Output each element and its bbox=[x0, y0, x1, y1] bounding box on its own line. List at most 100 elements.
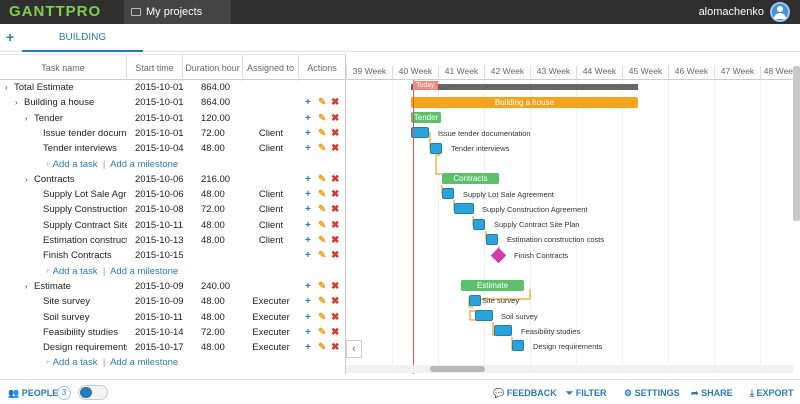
delete-icon[interactable]: ✖ bbox=[331, 204, 340, 216]
task-start[interactable]: 2015-10-06 bbox=[135, 173, 184, 185]
feedback-button[interactable]: 💬 FEEDBACK bbox=[493, 388, 557, 399]
delete-icon[interactable]: ✖ bbox=[331, 127, 340, 139]
total-estimate-bar[interactable] bbox=[411, 84, 638, 90]
add-icon[interactable]: + bbox=[305, 280, 311, 292]
task-name[interactable]: Supply Contract Site Plan bbox=[43, 219, 127, 231]
tender-bar[interactable]: Tender bbox=[411, 112, 441, 123]
task-bar[interactable] bbox=[475, 310, 493, 321]
task-start[interactable]: 2015-10-09 bbox=[135, 280, 184, 292]
task-name[interactable]: Finish Contracts bbox=[43, 250, 112, 262]
delete-icon[interactable]: ✖ bbox=[331, 189, 340, 201]
delete-icon[interactable]: ✖ bbox=[331, 342, 340, 354]
edit-icon[interactable]: ✎ bbox=[318, 173, 327, 185]
edit-icon[interactable]: ✎ bbox=[318, 326, 327, 338]
add-icon[interactable]: + bbox=[305, 235, 311, 246]
table-row[interactable]: Estimation construction costs 2015-10-13… bbox=[0, 233, 345, 248]
delete-icon[interactable]: ✖ bbox=[331, 311, 340, 323]
task-name[interactable]: Supply Construction Agreement bbox=[43, 204, 127, 216]
table-row[interactable]: Supply Construction Agreement 2015-10-08… bbox=[0, 202, 345, 217]
delete-icon[interactable]: ✖ bbox=[331, 219, 340, 231]
edit-icon[interactable]: ✎ bbox=[318, 342, 327, 354]
add-icon[interactable]: + bbox=[305, 326, 311, 338]
table-row[interactable]: › Building a house 2015-10-01 864.00 + ✎… bbox=[0, 95, 345, 110]
task-start[interactable]: 2015-10-01 bbox=[135, 97, 184, 109]
people-toggle[interactable] bbox=[78, 385, 108, 400]
task-start[interactable]: 2015-10-14 bbox=[135, 326, 184, 338]
task-duration[interactable]: 72.00 bbox=[201, 204, 225, 216]
task-bar[interactable] bbox=[512, 340, 524, 351]
add-icon[interactable]: + bbox=[305, 342, 311, 354]
table-row[interactable]: Site survey 2015-10-09 48.00 Executer + … bbox=[0, 294, 345, 309]
chevron-right-icon[interactable]: › bbox=[25, 281, 28, 291]
task-duration[interactable]: 240.00 bbox=[201, 280, 231, 292]
delete-icon[interactable]: ✖ bbox=[331, 143, 340, 155]
people-button[interactable]: 👥 PEOPLE bbox=[8, 388, 58, 399]
edit-icon[interactable]: ✎ bbox=[318, 127, 327, 139]
add-project-button[interactable]: + bbox=[6, 29, 15, 45]
add-task-link[interactable]: Add a task bbox=[52, 158, 98, 170]
task-start[interactable]: 2015-10-04 bbox=[135, 143, 184, 155]
add-icon[interactable]: + bbox=[305, 250, 311, 262]
tab-building[interactable]: BUILDING bbox=[22, 24, 143, 52]
table-row[interactable]: Soil survey 2015-10-11 48.00 Executer + … bbox=[0, 310, 345, 325]
task-start[interactable]: 2015-10-15 bbox=[135, 250, 184, 262]
share-button[interactable]: ➦ SHARE bbox=[691, 388, 733, 399]
chevron-right-icon[interactable]: › bbox=[5, 83, 8, 92]
task-name[interactable]: Estimate bbox=[34, 280, 71, 292]
task-duration[interactable]: 48.00 bbox=[201, 189, 225, 201]
user-name[interactable]: alomachenko bbox=[698, 6, 764, 18]
vertical-scrollbar[interactable] bbox=[793, 66, 800, 221]
chevron-right-icon[interactable]: › bbox=[15, 98, 18, 108]
task-name[interactable]: Tender bbox=[34, 112, 64, 124]
task-assigned[interactable]: Executer bbox=[252, 296, 290, 308]
add-icon[interactable]: + bbox=[305, 127, 311, 139]
task-assigned[interactable]: Executer bbox=[252, 342, 290, 354]
avatar[interactable] bbox=[770, 2, 790, 22]
task-name[interactable]: Supply Lot Sale Agreement bbox=[43, 189, 127, 201]
scroll-thumb[interactable] bbox=[430, 366, 485, 372]
delete-icon[interactable]: ✖ bbox=[331, 296, 340, 308]
horizontal-scrollbar[interactable] bbox=[346, 365, 793, 373]
add-task-link[interactable]: Add a task bbox=[52, 357, 98, 369]
add-milestone-link[interactable]: Add a milestone bbox=[110, 357, 179, 369]
task-name[interactable]: Estimation construction costs bbox=[43, 235, 127, 246]
table-row[interactable]: › Tender 2015-10-01 120.00 + ✎ ✖ bbox=[0, 111, 345, 126]
task-bar[interactable] bbox=[454, 203, 474, 214]
add-icon[interactable]: + bbox=[305, 219, 311, 231]
task-start[interactable]: 2015-10-06 bbox=[135, 189, 184, 201]
chevron-right-icon[interactable]: › bbox=[25, 174, 28, 184]
app-logo[interactable]: GANTTPRO bbox=[9, 3, 102, 20]
delete-icon[interactable]: ✖ bbox=[331, 97, 340, 109]
add-icon[interactable]: + bbox=[305, 143, 311, 155]
estimate-bar[interactable]: Estimate bbox=[461, 280, 524, 291]
add-icon[interactable]: + bbox=[305, 296, 311, 308]
task-start[interactable]: 2015-10-08 bbox=[135, 204, 184, 216]
table-row[interactable]: › Estimate 2015-10-09 240.00 + ✎ ✖ bbox=[0, 279, 345, 294]
task-duration[interactable]: 48.00 bbox=[201, 143, 225, 155]
task-bar[interactable] bbox=[430, 143, 442, 154]
edit-icon[interactable]: ✎ bbox=[318, 235, 327, 246]
grid-chart-splitter[interactable] bbox=[345, 54, 346, 374]
task-name[interactable]: Contracts bbox=[34, 173, 75, 185]
task-start[interactable]: 2015-10-09 bbox=[135, 296, 184, 308]
edit-icon[interactable]: ✎ bbox=[318, 97, 327, 109]
add-task-link[interactable]: Add a task bbox=[52, 265, 98, 277]
building-bar[interactable]: Building a house bbox=[411, 97, 638, 108]
task-start[interactable]: 2015-10-01 bbox=[135, 82, 184, 93]
table-row[interactable]: Feasibility studies 2015-10-14 72.00 Exe… bbox=[0, 325, 345, 340]
task-name[interactable]: Issue tender document bbox=[43, 127, 127, 139]
delete-icon[interactable]: ✖ bbox=[331, 250, 340, 262]
task-name[interactable]: Building a house bbox=[24, 97, 95, 109]
task-duration[interactable]: 48.00 bbox=[201, 296, 225, 308]
task-duration[interactable]: 120.00 bbox=[201, 112, 231, 124]
task-name[interactable]: Tender interviews bbox=[43, 143, 117, 155]
col-start-time[interactable]: Start time bbox=[127, 55, 183, 81]
my-projects-tab[interactable]: My projects bbox=[124, 0, 231, 24]
task-bar[interactable] bbox=[494, 325, 512, 336]
task-duration[interactable]: 48.00 bbox=[201, 311, 225, 323]
table-row[interactable]: Finish Contracts 2015-10-15 + ✎ ✖ bbox=[0, 248, 345, 263]
col-assigned[interactable]: Assigned to bbox=[243, 55, 299, 81]
edit-icon[interactable]: ✎ bbox=[318, 280, 327, 292]
table-row[interactable]: Supply Lot Sale Agreement 2015-10-06 48.… bbox=[0, 187, 345, 202]
task-name[interactable]: Site survey bbox=[43, 296, 90, 308]
